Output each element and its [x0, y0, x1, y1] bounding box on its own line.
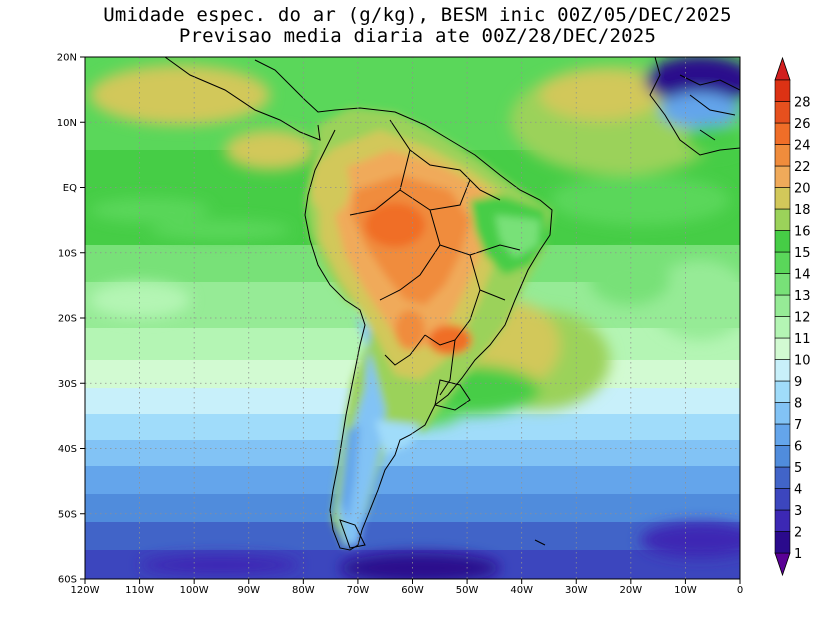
x-tick-label: 60W [401, 585, 424, 596]
colorbar-swatch [774, 273, 791, 296]
colorbar-swatch [774, 402, 791, 425]
longitude-axis: 120W 110W 100W 90W 80W 70W 60W 50W 40W 30W 20W 10W 0 [71, 579, 743, 596]
map-gridlines [85, 57, 740, 579]
colorbar-label: 4 [794, 483, 802, 498]
colorbar-swatch [774, 187, 791, 210]
x-tick-label: 50W [456, 585, 479, 596]
x-tick-label: 30W [565, 585, 588, 596]
colorbar-label: 11 [794, 332, 811, 347]
map-title-line1: Umidade espec. do ar (g/kg), BESM inic 0… [103, 4, 732, 26]
colorbar-swatch [774, 531, 791, 554]
humidity-field [85, 57, 740, 579]
colorbar-label: 5 [794, 461, 802, 476]
map-title-line2: Previsao media diaria ate 00Z/28/DEC/202… [178, 25, 657, 47]
x-tick-label: 0 [737, 585, 743, 596]
colorbar-swatch [774, 337, 791, 360]
colorbar-swatch [774, 101, 791, 124]
latitude-axis: 20N 10N EQ 10S 20S 30S 40S 50S 60S [57, 53, 85, 586]
colorbar-swatch [774, 144, 791, 167]
colorbar-swatch [774, 251, 791, 274]
colorbar-label: 13 [794, 289, 811, 304]
x-tick-label: 40W [510, 585, 533, 596]
colorbar-label: 6 [794, 440, 802, 455]
colorbar-swatch [774, 445, 791, 468]
y-tick-label: 40S [58, 444, 77, 455]
colorbar-label: 18 [794, 203, 811, 218]
colorbar-swatch [774, 165, 791, 188]
colorbar-over-triangle [774, 56, 791, 81]
colorbar-label: 22 [794, 160, 811, 175]
colorbar-label: 14 [794, 268, 811, 283]
colorbar-swatch [774, 79, 791, 102]
colorbar-label: 7 [794, 418, 802, 433]
colorbar-label: 10 [794, 354, 811, 369]
x-tick-label: 70W [347, 585, 370, 596]
y-tick-label: 50S [58, 509, 77, 520]
y-tick-label: 20S [58, 314, 77, 325]
colorbar-label: 12 [794, 311, 811, 326]
x-tick-label: 90W [237, 585, 260, 596]
y-tick-label: 30S [58, 379, 77, 390]
y-tick-label: 60S [58, 575, 77, 586]
colorbar-label: 1 [794, 547, 802, 562]
colorbar-label: 16 [794, 225, 811, 240]
colorbar-label: 24 [794, 139, 811, 154]
y-tick-label: EQ [63, 183, 77, 194]
y-tick-label: 20N [57, 53, 77, 64]
colorbar-swatch [774, 122, 791, 145]
colorbar-swatch [774, 208, 791, 231]
x-tick-label: 120W [71, 585, 100, 596]
colorbar-label: 3 [794, 504, 802, 519]
colorbar-label: 9 [794, 375, 802, 390]
coastlines [164, 57, 740, 551]
colorbar-swatch [774, 423, 791, 446]
colorbar-swatch [774, 466, 791, 489]
colorbar-swatch [774, 380, 791, 403]
colorbar-label: 26 [794, 117, 811, 132]
colorbar-swatch [774, 316, 791, 339]
colorbar-swatch [774, 488, 791, 511]
colorbar-label: 15 [794, 246, 811, 261]
colorbar-swatch [774, 230, 791, 253]
x-tick-label: 80W [292, 585, 315, 596]
colorbar-under-triangle [774, 552, 791, 577]
x-tick-label: 10W [674, 585, 697, 596]
x-tick-label: 20W [620, 585, 643, 596]
colorbar-swatch [774, 294, 791, 317]
colorbar-label: 28 [794, 96, 811, 111]
colorbar-swatch [774, 359, 791, 382]
colorbar-label: 20 [794, 182, 811, 197]
x-tick-label: 100W [180, 585, 209, 596]
colorbar-label: 2 [794, 526, 802, 541]
colorbar-label: 8 [794, 397, 802, 412]
x-tick-label: 110W [125, 585, 154, 596]
colorbar-swatch [774, 509, 791, 532]
y-tick-label: 10N [57, 118, 77, 129]
y-tick-label: 10S [58, 248, 77, 259]
